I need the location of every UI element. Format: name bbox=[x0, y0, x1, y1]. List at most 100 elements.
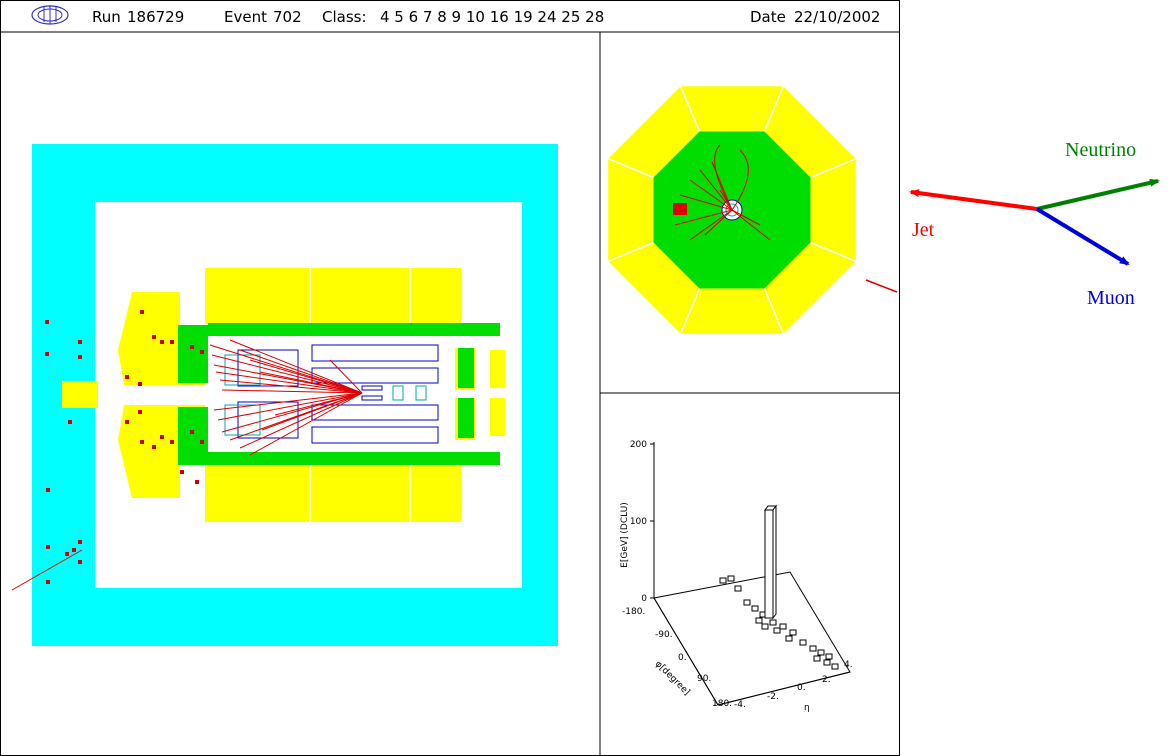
detector-logo-icon bbox=[31, 5, 69, 25]
run-number: 186729 bbox=[127, 8, 184, 26]
phi-axis-label: φ[degree] bbox=[653, 659, 692, 698]
energy-deposit bbox=[46, 488, 50, 492]
octagon-spoke bbox=[607, 241, 654, 262]
energy-deposit bbox=[45, 352, 49, 356]
end-view-track bbox=[714, 144, 733, 211]
energy-deposit bbox=[78, 560, 82, 564]
side-view-track bbox=[221, 392, 363, 433]
energy-deposit bbox=[45, 320, 49, 324]
end-view-track bbox=[674, 209, 733, 226]
lego-small-tower bbox=[785, 635, 793, 642]
energy-deposit bbox=[152, 445, 156, 449]
hadronic-segments bbox=[309, 268, 411, 522]
energy-deposit bbox=[200, 440, 204, 444]
side-view-track bbox=[239, 349, 363, 394]
octagon-segments bbox=[607, 85, 857, 335]
energy-deposit bbox=[140, 440, 144, 444]
lego-tall-tower bbox=[764, 504, 777, 620]
muon-chamber-inner bbox=[95, 202, 522, 588]
eta-axis-label: η bbox=[804, 703, 810, 713]
end-view bbox=[607, 85, 898, 335]
end-view-track bbox=[699, 169, 733, 211]
energy-deposit bbox=[78, 355, 82, 359]
lego-small-tower bbox=[789, 629, 797, 636]
lego-small-tower bbox=[727, 575, 735, 582]
neutrino-arrow bbox=[1036, 178, 1160, 211]
energy-deposit bbox=[190, 345, 194, 349]
jet-arrow bbox=[909, 189, 1038, 211]
phi-tick-180: 180. bbox=[712, 699, 732, 709]
octagon-spoke bbox=[763, 85, 784, 132]
side-view bbox=[11, 144, 558, 646]
eta-axis bbox=[717, 671, 851, 706]
eta-tick-0: 0. bbox=[797, 683, 806, 693]
lego-small-tower bbox=[831, 663, 839, 670]
neutrino-label: Neutrino bbox=[1065, 139, 1136, 161]
energy-deposit bbox=[170, 340, 174, 344]
jet-label: Jet bbox=[912, 219, 935, 241]
lego-plot: 200 100 0 E[GeV] (DCLU) -180. -90. 0. 90… bbox=[620, 440, 853, 713]
muon-track-end bbox=[865, 279, 898, 293]
class-label: Class: bbox=[322, 8, 367, 26]
class-values: 4 5 6 7 8 9 10 16 19 24 25 28 bbox=[380, 8, 604, 26]
side-view-track bbox=[221, 389, 363, 394]
z-tick-200: 200 bbox=[630, 440, 647, 450]
lego-small-tower bbox=[734, 585, 742, 592]
energy-deposit bbox=[195, 480, 199, 484]
energy-deposit bbox=[46, 545, 50, 549]
side-view-track bbox=[249, 359, 363, 394]
lego-small-tower bbox=[719, 577, 727, 584]
lego-small-tower bbox=[823, 659, 831, 666]
energy-deposit bbox=[46, 580, 50, 584]
energy-deposit bbox=[180, 470, 184, 474]
energy-deposit bbox=[72, 548, 76, 552]
energy-deposit bbox=[200, 350, 204, 354]
phi-tick-90: 90. bbox=[697, 674, 711, 684]
energy-deposit bbox=[152, 335, 156, 339]
energy-deposit bbox=[68, 420, 72, 424]
lego-ylabel: E[GeV] (DCLU) bbox=[620, 502, 630, 568]
energy-deposit bbox=[190, 430, 194, 434]
octagon-spoke bbox=[680, 85, 701, 132]
lego-small-tower bbox=[743, 599, 751, 606]
side-view-track bbox=[239, 392, 363, 449]
eta-tick-2: 2. bbox=[822, 675, 831, 685]
side-view-track bbox=[215, 371, 363, 394]
phi-axis bbox=[653, 597, 719, 706]
inner-tracker bbox=[725, 203, 739, 217]
run-label: Run bbox=[92, 8, 121, 26]
muon-arrow bbox=[1035, 207, 1130, 266]
lego-small-tower bbox=[809, 645, 817, 652]
energy-deposit bbox=[138, 410, 142, 414]
phi-tick-m90: -90. bbox=[655, 630, 673, 640]
side-view-track bbox=[219, 379, 363, 394]
header-line: Run 186729 Event 702 Class: 4 5 6 7 8 9 … bbox=[92, 8, 880, 26]
side-view-track bbox=[274, 392, 363, 416]
lego-small-tower bbox=[813, 655, 821, 662]
energy-deposit bbox=[78, 540, 82, 544]
energy-deposit bbox=[65, 552, 69, 556]
octagon-spoke bbox=[810, 241, 857, 262]
side-view-track bbox=[261, 392, 363, 431]
muon-track-side bbox=[11, 549, 83, 591]
energy-deposit bbox=[125, 375, 129, 379]
energy-deposit bbox=[138, 382, 142, 386]
energy-deposit bbox=[125, 420, 129, 424]
side-view-track bbox=[211, 354, 363, 394]
energy-deposit bbox=[78, 340, 82, 344]
end-view-track bbox=[731, 209, 771, 241]
eta-tick-4: 4. bbox=[844, 660, 853, 670]
z-tick-0: 0 bbox=[641, 594, 647, 604]
side-view-track bbox=[259, 371, 363, 394]
phi-tick-m180: -180. bbox=[622, 607, 645, 617]
energy-deposit bbox=[160, 435, 164, 439]
end-view-track bbox=[689, 179, 733, 211]
lego-small-tower bbox=[825, 653, 833, 660]
eta-tick-m2: -2. bbox=[767, 692, 779, 702]
end-view-track bbox=[731, 149, 749, 211]
lego-small-tower bbox=[779, 623, 787, 630]
end-view-track bbox=[731, 209, 761, 226]
lego-small-tower bbox=[769, 619, 777, 626]
side-view-track bbox=[209, 344, 363, 394]
